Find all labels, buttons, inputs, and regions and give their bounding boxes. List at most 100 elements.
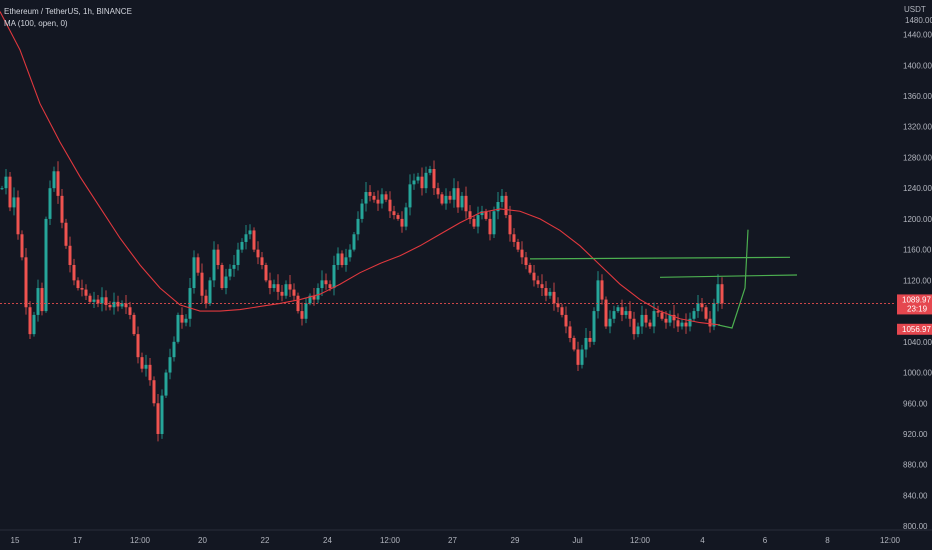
candle-body <box>284 284 288 296</box>
candle-body <box>60 195 64 223</box>
candle-body <box>484 211 488 219</box>
time-tick-label: 22 <box>261 536 270 545</box>
candle-body <box>324 280 328 285</box>
candle-body <box>144 364 148 369</box>
candle-body <box>292 289 296 296</box>
candle-body <box>540 284 544 289</box>
candle-body <box>376 199 380 204</box>
candle-body <box>548 291 552 296</box>
candle-body <box>64 222 68 246</box>
candle-body <box>116 301 120 307</box>
candle-body <box>680 322 684 327</box>
time-axis[interactable]: 15 17 12:00 20 22 24 12:00 27 29 Jul 12:00 4 6 8 12:00 <box>0 529 932 550</box>
candle-body <box>128 307 132 315</box>
candle-body <box>260 257 264 265</box>
candle-body <box>660 312 664 319</box>
price-tick-label: 1000.00 <box>903 369 932 378</box>
price-tick-label: 1400.00 <box>903 61 932 70</box>
candle-body <box>28 307 32 335</box>
candle-body <box>384 194 388 200</box>
candle-body <box>552 291 556 304</box>
candle-body <box>364 192 368 204</box>
candle-body <box>412 180 416 185</box>
candle-body <box>308 295 312 304</box>
candle-body <box>40 288 44 312</box>
time-tick-label: 24 <box>323 536 332 545</box>
price-tick-label: 1040.00 <box>903 338 932 347</box>
candle-body <box>344 257 348 265</box>
candle-body <box>700 303 704 308</box>
candle-body <box>8 176 12 208</box>
candle-body <box>88 295 92 302</box>
candle-body <box>340 253 344 265</box>
candle-body <box>532 272 536 281</box>
time-axis-bg <box>0 530 932 550</box>
candle-body <box>100 297 104 304</box>
candle-body <box>568 326 572 338</box>
time-tick-label: 17 <box>73 536 82 545</box>
candle-body <box>244 234 248 242</box>
candle-body <box>404 207 408 227</box>
candle-body <box>468 211 472 219</box>
time-tick-label: 12:00 <box>130 536 151 545</box>
candle-body <box>472 218 476 227</box>
candle-body <box>592 311 596 342</box>
candle-body <box>216 249 220 265</box>
candle-body <box>512 234 516 242</box>
candle-body <box>332 265 336 289</box>
candle-body <box>524 257 528 265</box>
candle-body <box>460 195 464 208</box>
candle-body <box>164 372 168 396</box>
price-tick-label: 1360.00 <box>903 92 932 101</box>
candle-body <box>300 311 304 319</box>
user-drawings[interactable] <box>529 229 798 329</box>
candle-body <box>692 311 696 319</box>
indicator-title[interactable]: MA (100, open, 0) <box>4 19 68 28</box>
candle-body <box>708 318 712 327</box>
candle-body <box>620 307 624 315</box>
candle-body <box>704 307 708 319</box>
candle-body <box>272 284 276 289</box>
time-tick-label: 15 <box>11 536 20 545</box>
candle-body <box>424 172 428 189</box>
candle-body <box>488 218 492 235</box>
candle-body <box>380 194 384 204</box>
candle-body <box>400 218 404 227</box>
time-tick-label: 8 <box>825 536 830 545</box>
symbol-title[interactable]: Ethereum / TetherUS, 1h, BINANCE <box>4 7 132 16</box>
time-tick-label: 27 <box>448 536 457 545</box>
drawn-line-3 <box>717 229 749 329</box>
time-tick-label: 20 <box>198 536 207 545</box>
candle-body <box>684 322 688 327</box>
candle-body <box>576 349 580 365</box>
candle-body <box>516 241 520 250</box>
candle-body <box>276 284 280 292</box>
candle-body <box>120 303 124 307</box>
candle-body <box>44 218 48 312</box>
candle-body <box>152 380 156 404</box>
candle-body <box>316 288 320 300</box>
candle-body <box>140 357 144 369</box>
candle-body <box>664 318 668 323</box>
candle-body <box>560 307 564 315</box>
candle-body <box>360 203 364 219</box>
candle-body <box>452 188 456 200</box>
candle-body <box>640 314 644 327</box>
price-tick-label: 960.00 <box>903 399 928 408</box>
price-axis-currency: USDT <box>904 5 926 14</box>
price-axis[interactable]: USDT 1480.00 800.00 840.00 880.00 920.00 960… <box>895 0 932 531</box>
candle-body <box>36 288 40 315</box>
time-tick-label: 12:00 <box>630 536 651 545</box>
chart-legend: Ethereum / TetherUS, 1h, BINANCE MA (100… <box>4 6 132 30</box>
candle-body <box>668 314 672 323</box>
secondary-price-tag <box>897 323 932 335</box>
candle-countdown: 23:19 <box>907 304 928 313</box>
time-tick-label: 12:00 <box>880 536 901 545</box>
candle-body <box>232 265 236 269</box>
candle-body <box>248 230 252 235</box>
price-axis-top-partial: 1480.00 <box>905 16 932 25</box>
candle-body <box>348 249 352 258</box>
candle-body <box>312 295 316 300</box>
candle-body <box>240 241 244 250</box>
